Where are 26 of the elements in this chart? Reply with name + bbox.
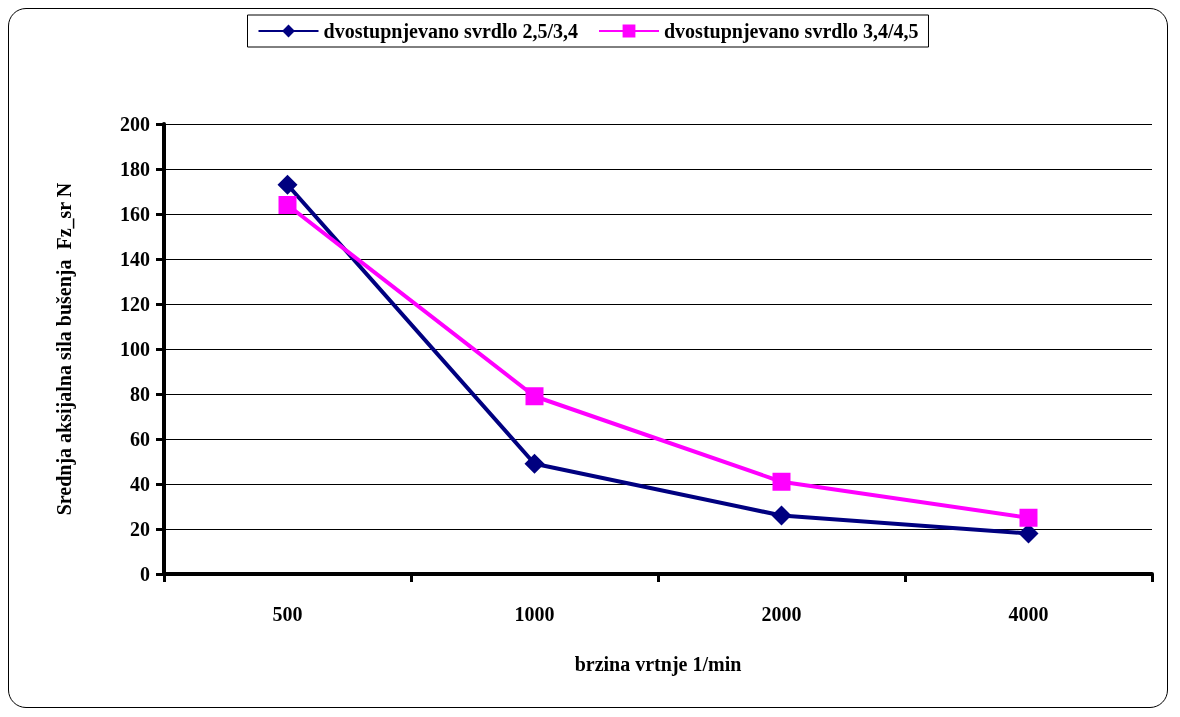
x-tick-label: 2000 bbox=[761, 603, 802, 625]
x-tick-label: 500 bbox=[272, 603, 303, 625]
y-axis-title: Srednja aksijalna sila bušenja Fz_sr N bbox=[53, 182, 76, 516]
point bbox=[278, 196, 297, 214]
x-axis-title: brzina vrtnje 1/min bbox=[574, 653, 742, 676]
point bbox=[525, 387, 544, 406]
y-tick-label: 180 bbox=[120, 158, 150, 180]
point bbox=[771, 505, 792, 526]
point bbox=[1019, 508, 1038, 527]
y-tick-label: 200 bbox=[120, 113, 150, 135]
y-tick-label: 140 bbox=[120, 248, 150, 270]
point bbox=[524, 453, 545, 474]
legend-label: dvostupnjevano svrdlo 3,4/4,5 bbox=[664, 20, 919, 43]
y-tick-label: 100 bbox=[120, 338, 150, 360]
x-tick-label: 4000 bbox=[1008, 603, 1049, 625]
y-tick-label: 0 bbox=[140, 563, 150, 585]
y-tick-label: 20 bbox=[130, 518, 150, 540]
y-tick-label: 160 bbox=[120, 203, 150, 225]
y-tick-label: 80 bbox=[130, 383, 150, 405]
y-tick-label: 120 bbox=[120, 293, 150, 315]
y-tick-label: 40 bbox=[130, 473, 150, 495]
y-tick-label: 60 bbox=[130, 428, 150, 450]
point bbox=[772, 472, 791, 491]
legend-label: dvostupnjevano svrdlo 2,5/3,4 bbox=[323, 20, 579, 43]
point bbox=[277, 174, 298, 195]
x-tick-label: 1000 bbox=[514, 603, 555, 625]
